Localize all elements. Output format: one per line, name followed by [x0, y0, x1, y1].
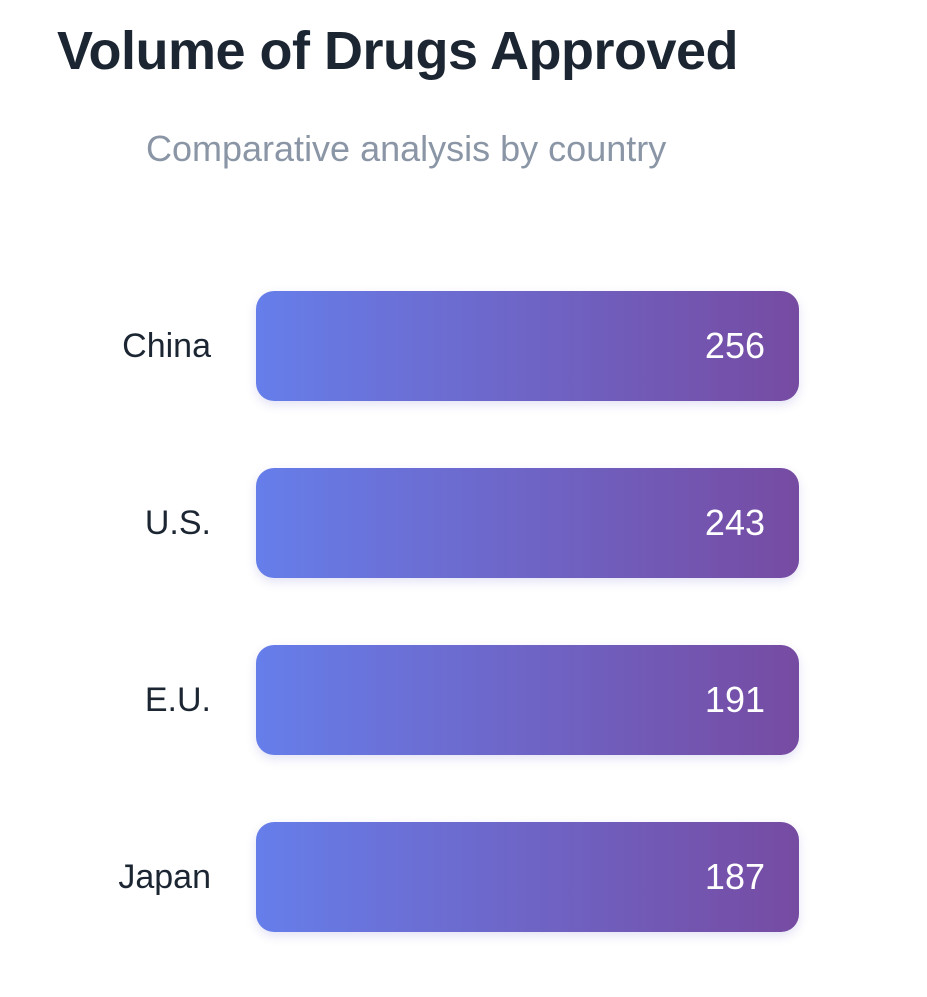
bar-category-label: E.U. — [144, 681, 211, 719]
chart-subtitle: Comparative analysis by country — [146, 128, 667, 169]
bar-category-label: China — [122, 327, 211, 365]
bar-category-label: U.S. — [144, 504, 211, 542]
bar-row: U.S. 243 — [0, 468, 927, 578]
bar-value-label: 256 — [704, 325, 765, 366]
bar-row: China 256 — [0, 291, 927, 401]
bar-value-label: 187 — [704, 856, 765, 897]
chart-title: Volume of Drugs Approved — [57, 21, 739, 81]
bar-row: Japan 187 — [0, 822, 927, 932]
bar-category-label: Japan — [118, 858, 211, 896]
bar: 191 — [256, 645, 799, 755]
bar: 243 — [256, 468, 799, 578]
bar: 256 — [256, 291, 799, 401]
bar-row: E.U. 191 — [0, 645, 927, 755]
bar: 187 — [256, 822, 799, 932]
bar-value-label: 243 — [704, 502, 765, 543]
bar-value-label: 191 — [704, 679, 765, 720]
